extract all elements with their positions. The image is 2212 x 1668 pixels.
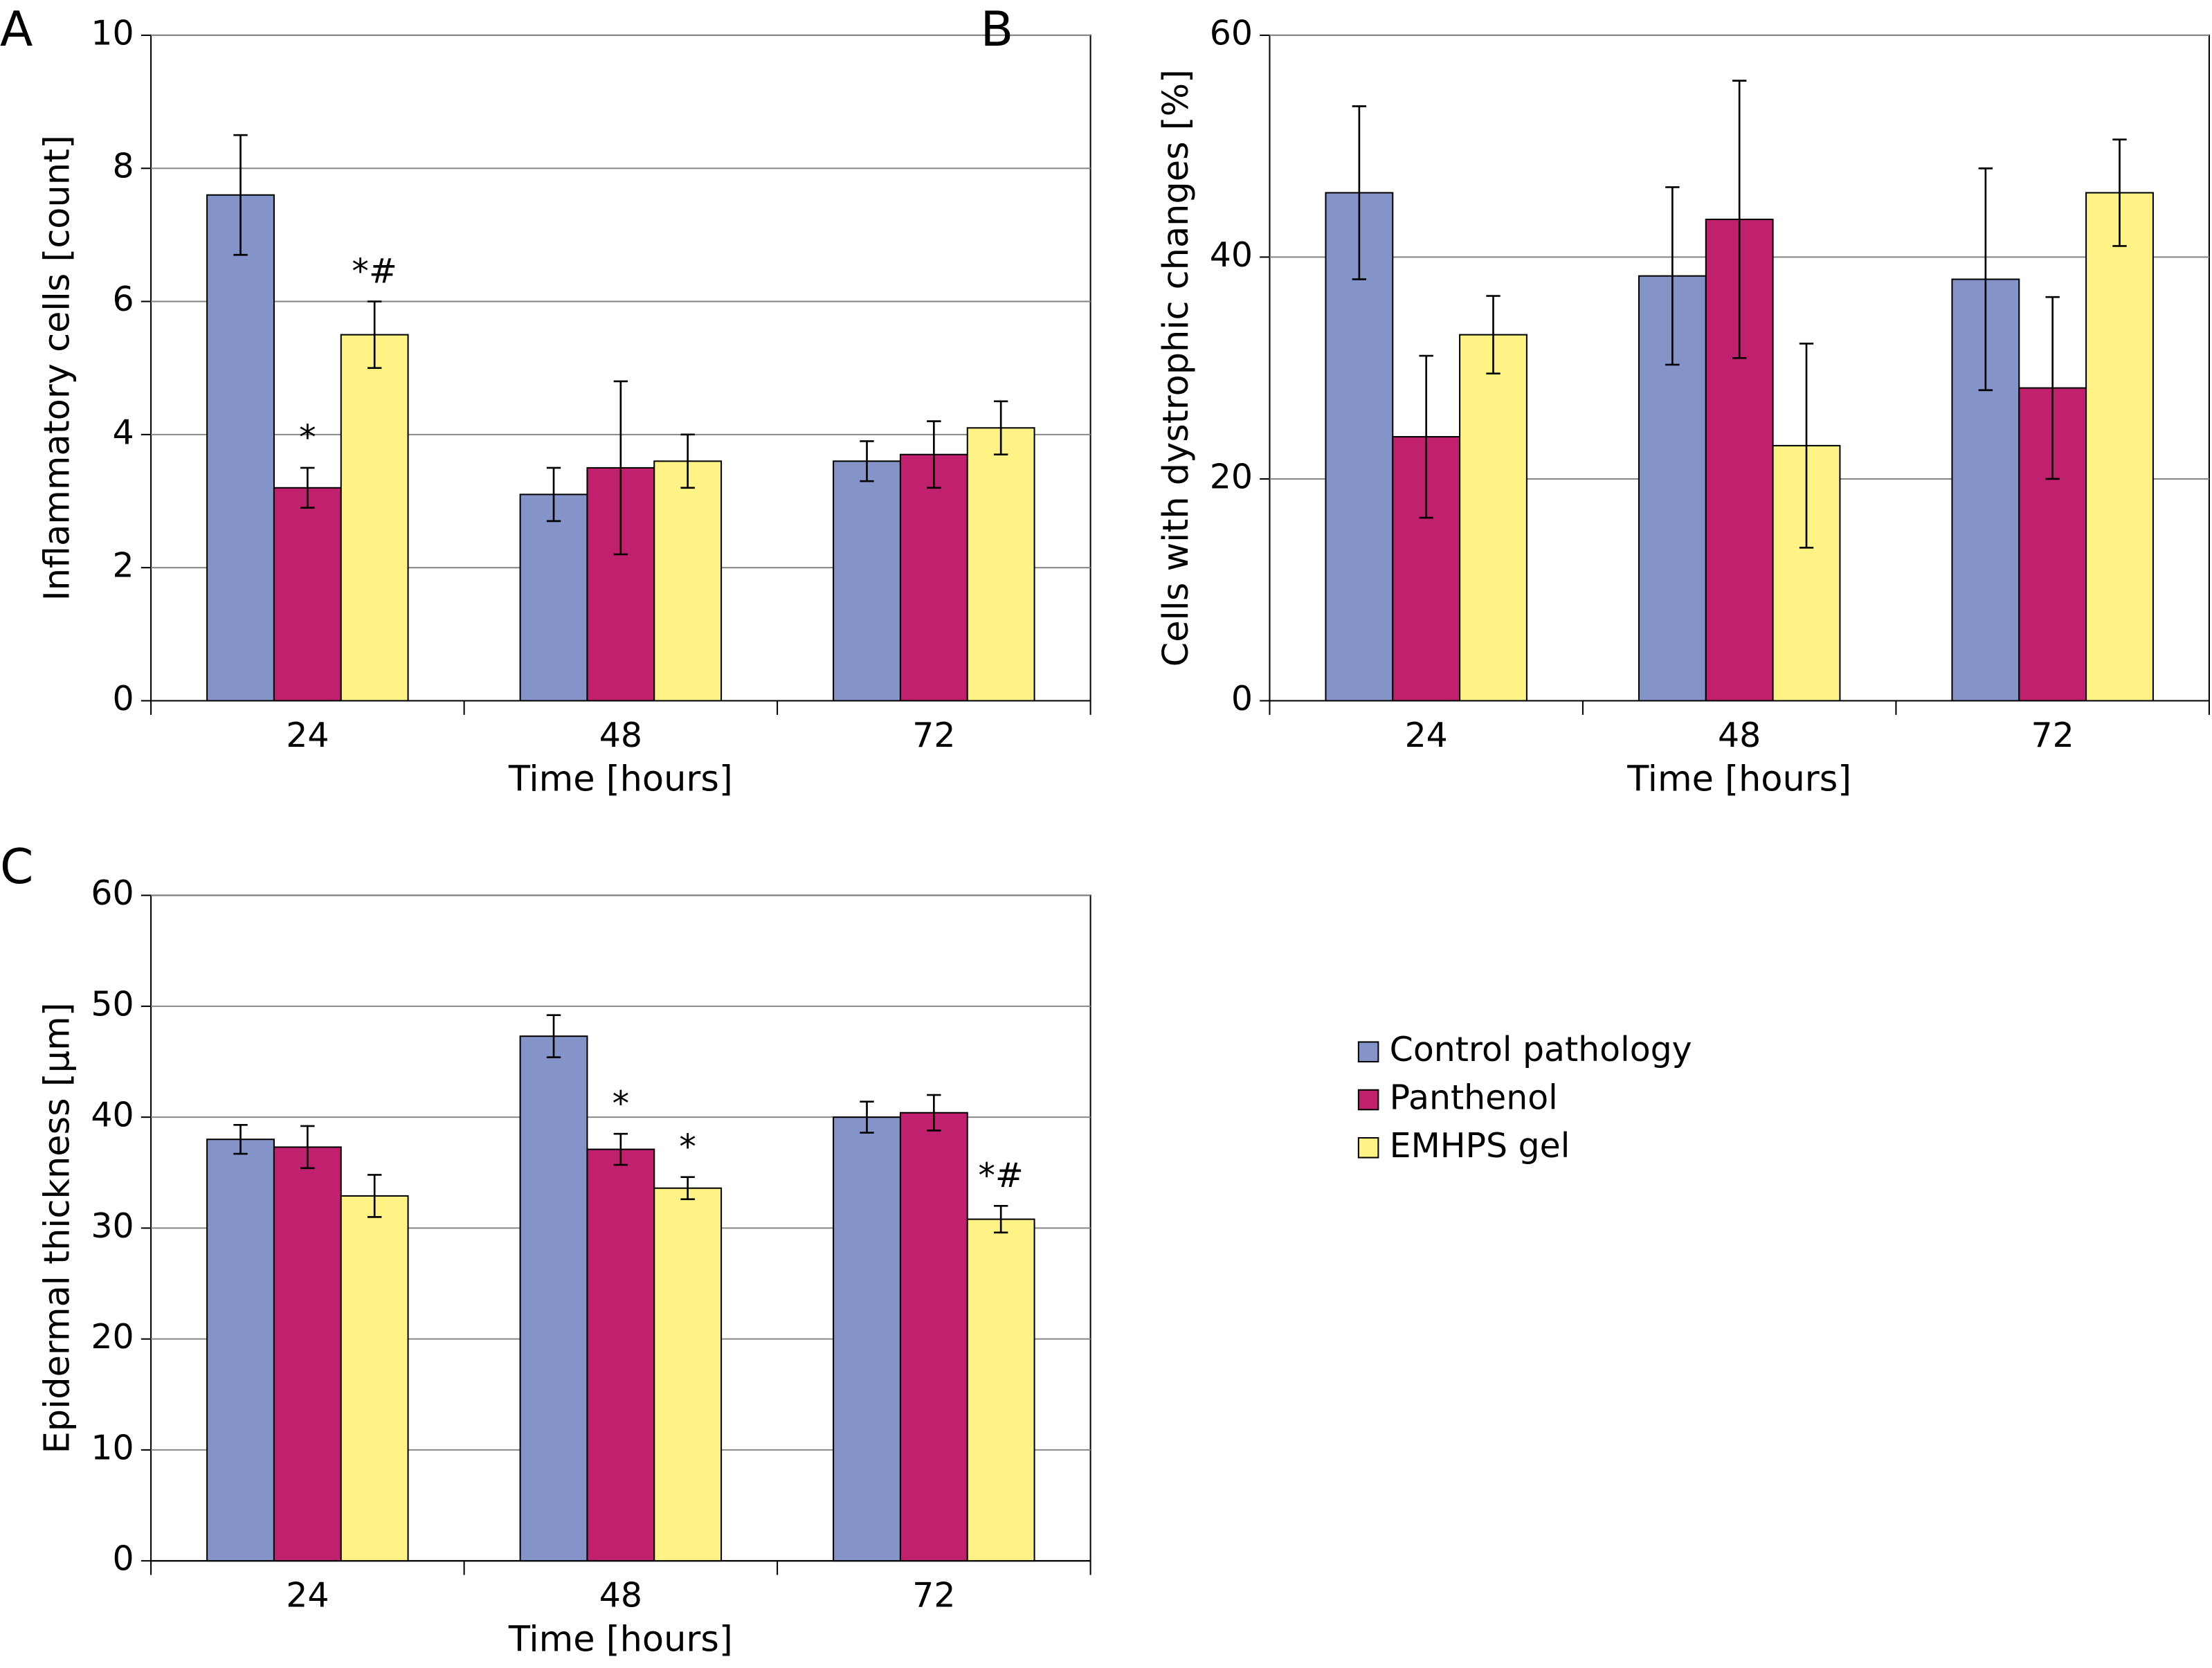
significance-label: *# [978,1156,1023,1195]
bar [833,1116,901,1562]
y-tick-label: 50 [91,984,134,1024]
legend-label: EMHPS gel [1390,1126,1570,1166]
x-tick-label: 72 [2031,716,2074,755]
bar [653,1187,723,1562]
bar [2085,192,2154,702]
bar [340,334,409,702]
y-tick-label: 60 [91,873,134,913]
panel-label: C [0,840,33,895]
x-tick-label: 48 [599,716,642,755]
bar [899,453,968,702]
legend-swatch [1357,1041,1379,1063]
bar [833,460,901,702]
significance-label: * [679,1127,696,1166]
y-tick-label: 4 [113,413,134,452]
x-axis-label: Time [hours] [1626,759,1851,800]
legend-swatch [1357,1089,1379,1111]
bar [273,1146,342,1562]
significance-label: *# [352,251,397,291]
y-tick-label: 8 [113,147,134,186]
y-tick-label: 0 [113,679,134,718]
x-tick-label: 72 [912,1576,955,1615]
x-tick-label: 72 [912,716,955,755]
y-tick-label: 60 [1210,13,1253,53]
y-tick-label: 10 [91,13,134,53]
y-tick-label: 2 [113,546,134,586]
bar [1459,334,1527,702]
x-axis-label: Time [hours] [508,759,733,800]
y-tick-label: 40 [1210,235,1253,275]
legend-label: Control pathology [1390,1030,1692,1069]
bar [966,1218,1035,1562]
y-tick-label: 40 [91,1096,134,1135]
bar [899,1112,968,1562]
x-tick-label: 24 [1405,716,1448,755]
bar [340,1195,409,1562]
x-tick-label: 48 [599,1576,642,1615]
y-tick-label: 30 [91,1206,134,1246]
bar [206,1139,275,1562]
bar [206,194,275,702]
bar [586,1148,655,1562]
significance-label: * [299,418,316,457]
bar [653,460,723,702]
bar [519,1035,588,1562]
bar [273,487,342,702]
x-tick-label: 24 [286,1576,329,1615]
y-tick-label: 0 [113,1539,134,1579]
y-tick-label: 10 [91,1428,134,1467]
y-axis-label: Cells with dystrophic changes [%] [1156,69,1197,667]
y-tick-label: 20 [91,1317,134,1357]
y-tick-label: 0 [1231,679,1253,718]
x-axis-label: Time [hours] [508,1619,733,1660]
significance-label: * [613,1084,629,1123]
panel-label: B [981,2,1014,57]
y-axis-label: Epidermal thickness [µm] [37,1002,78,1453]
panel-label: A [0,2,33,57]
legend-swatch [1357,1136,1379,1159]
bar [519,493,588,702]
legend-label: Panthenol [1390,1078,1558,1118]
x-tick-label: 48 [1718,716,1761,755]
bar [966,427,1035,702]
x-tick-label: 24 [286,716,329,755]
y-tick-label: 20 [1210,457,1253,496]
y-tick-label: 6 [113,280,134,319]
y-axis-label: Inflammatory cells [count] [37,135,78,601]
